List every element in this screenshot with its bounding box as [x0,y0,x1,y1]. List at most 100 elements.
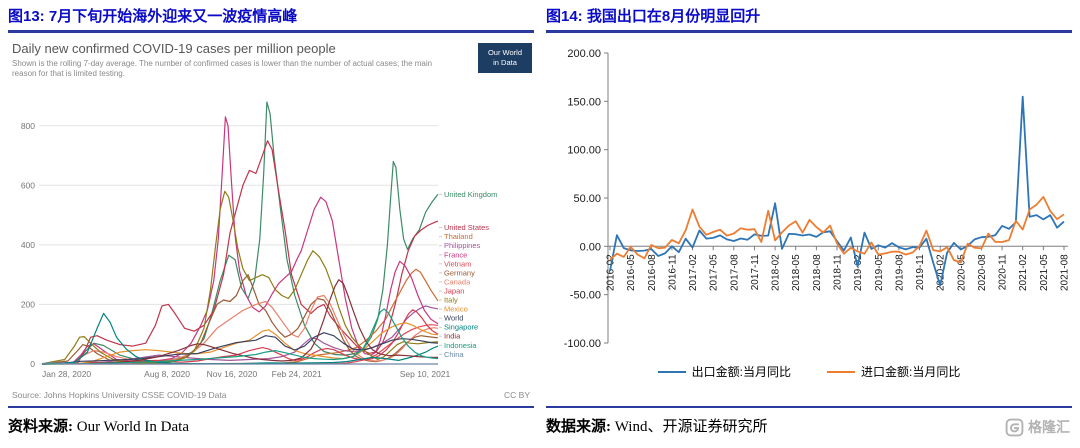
x-tick-label: Sep 10, 2021 [400,369,451,379]
y-tick-label: 100.00 [567,145,601,157]
series-label-canada: Canada [444,277,471,286]
series-label-singapore: Singapore [444,322,478,331]
series-line-france [41,115,439,365]
trade-chart: 200.00 150.00 100.00 50.00 0.00 -50.00 -100.00… [546,39,1072,396]
figure14-title-rule [546,30,1072,33]
y-tick-label: 50.00 [573,193,601,205]
series-label-united-kingdom: United Kingdom [444,190,497,199]
gelonghui-logo-text: 格隆汇 [1028,419,1070,435]
x-tick-label: 2021-02 [1018,254,1029,291]
figure13-source-text: Our World In Data [73,419,189,435]
gelonghui-logo-icon [1005,418,1024,436]
x-tick-label: 2016-05 [626,254,637,291]
y-tick-label: 400 [21,240,35,250]
figure14-source-label: 数据来源: [546,419,611,435]
series-label-mexico: Mexico [444,304,468,313]
x-tick-label: Jan 28, 2020 [42,369,91,379]
figure14-bottom-rule [546,406,1072,408]
series-line-india [41,278,439,365]
x-tick-label: 2019-11 [915,254,926,290]
series-label-france: France [444,250,467,259]
x-tick-label: 2017-02 [688,254,699,291]
figure13-title: 图13: 7月下旬开始海外迎来又一波疫情高峰 [8,8,298,25]
x-tick-label: 2017-05 [709,254,720,291]
owid-source-note: Source: Johns Hopkins University CSSE CO… [12,389,227,400]
y-tick-label: 800 [21,121,35,131]
figure14-title: 图14: 我国出口在8月份明显回升 [546,8,761,25]
x-tick-label: 2020-08 [977,254,988,291]
series-line-singapore [41,312,439,365]
export-line-swatch [657,370,686,373]
series-line-china [41,361,438,365]
series-label-germany: Germany [444,268,475,277]
x-tick-label: 2019-08 [894,254,905,291]
series-label-indonesia: Indonesia [444,341,477,350]
y-tick-label: 150.00 [567,96,601,108]
y-tick-label: 200.00 [567,48,601,60]
series-line-mexico [41,322,439,365]
owid-footer: Source: Johns Hopkins University CSSE CO… [12,390,530,400]
owid-logo: Our World in Data [478,43,532,73]
x-tick-label: 2018-08 [812,254,823,291]
series-label-japan: Japan [444,286,464,295]
owid-license-note: CC BY [504,389,530,400]
figure13-source-line: 资料来源: Our World In Data [8,415,189,436]
y-tick-label: 600 [21,180,35,190]
figure14-legend: 出口金额:当月同比 进口金额:当月同比 [546,363,1072,380]
figure14-chart-canvas: 200.00 150.00 100.00 50.00 0.00 -50.00 -100.00… [564,48,1071,350]
figure13-bottom-rule [8,406,534,408]
legend-item-export: 出口金额:当月同比 [657,363,791,380]
x-tick-label: 2017-08 [729,254,740,291]
series-line-united-states [41,139,439,365]
x-tick-label: 2021-05 [1039,254,1050,291]
import-line-swatch [827,370,855,373]
import-legend-label: 进口金额:当月同比 [861,365,961,379]
gelonghui-logo: 格隆汇 [1005,417,1070,437]
x-tick-label: 2018-11 [833,254,844,290]
owid-logo-line1: Our World [487,47,523,57]
legend-item-import: 进口金额:当月同比 [827,363,960,380]
export-legend-label: 出口金额:当月同比 [691,365,791,379]
series-line-indonesia [41,308,439,365]
x-tick-label: Aug 8, 2020 [144,369,190,379]
x-tick-label: 2018-02 [771,254,782,291]
x-tick-label: 2020-11 [998,254,1009,290]
series-label-india: India [444,331,461,340]
series-label-china: China [444,350,464,359]
series-label-italy: Italy [444,295,458,304]
owid-chart-subtitle: Shown is the rolling 7-day average. The … [12,59,433,79]
x-tick-label: 2016-08 [647,254,658,291]
series-line-united-kingdom [41,101,439,365]
owid-logo-line2: in Data [493,58,517,67]
import-series-line [609,195,1065,264]
figure13-chart-canvas: 0 200 400 600 800 Jan 28, 2020 Aug 8, 2020 Nov … [21,101,497,379]
x-tick-label: 2019-05 [874,254,885,291]
series-label-world: World [444,313,463,322]
figure13-panel: 图13: 7月下旬开始海外迎来又一波疫情高峰 Daily new confirm… [8,6,534,444]
x-tick-label: 2020-02 [936,254,947,291]
x-tick-label: Nov 16, 2020 [207,369,258,379]
figure14-source-text: Wind、开源证券研究所 [611,419,768,435]
figure13-title-rule [8,30,534,33]
series-label-philippines: Philippines [444,241,481,250]
x-tick-label: 2017-11 [750,254,761,290]
x-tick-label: 2021-08 [1060,254,1071,291]
figure14-panel: 图14: 我国出口在8月份明显回升 200.00 150.00 100.00 50.0… [546,6,1072,444]
x-tick-label: 2016-11 [667,254,678,290]
x-tick-label: Feb 24, 2021 [272,369,322,379]
x-tick-label: 2019-02 [853,254,864,291]
owid-chart-title: Daily new confirmed COVID-19 cases per m… [12,41,336,56]
owid-chart: Daily new confirmed COVID-19 cases per m… [8,41,534,403]
series-line-italy [41,190,439,365]
series-label-united-states: United States [444,223,489,232]
y-tick-label: -100.00 [564,338,601,350]
series-label-vietnam: Vietnam [444,259,471,268]
figure13-source-label: 资料来源: [8,419,73,435]
x-tick-label: 2016-02 [606,254,617,291]
series-line-world [41,331,439,365]
series-label-thailand: Thailand [444,232,473,241]
y-tick-label: 200 [21,299,35,309]
x-tick-label: 2018-05 [791,254,802,291]
y-tick-label: 0 [30,359,35,369]
